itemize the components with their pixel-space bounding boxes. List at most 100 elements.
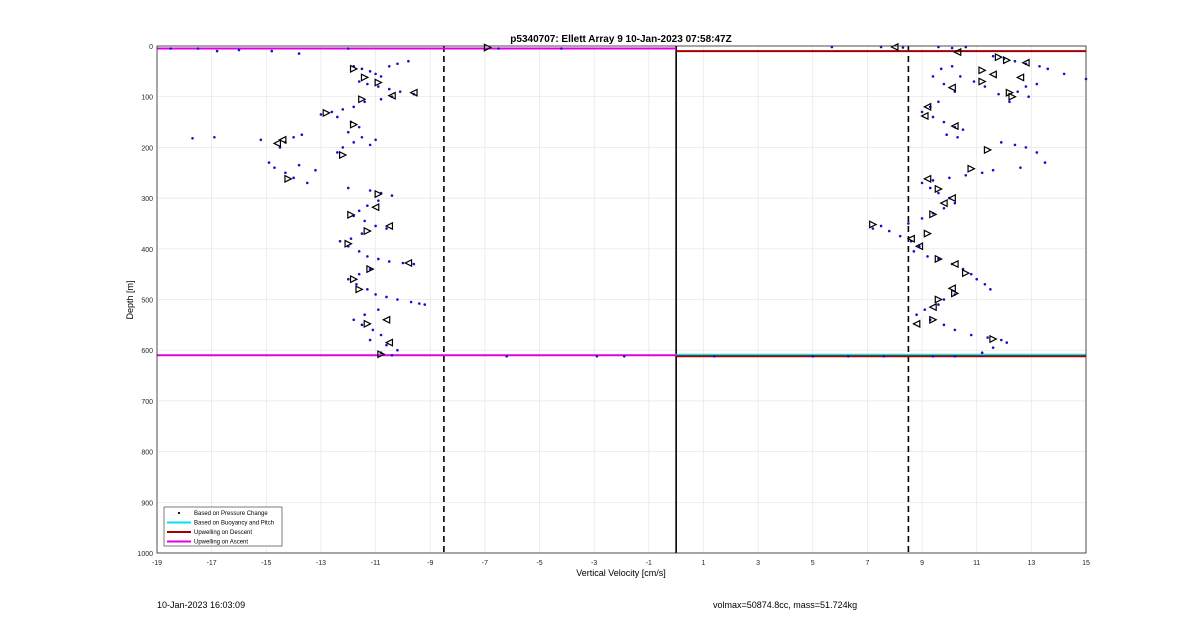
- triangle-marker: [920, 111, 929, 121]
- y-tick-label: 400: [141, 247, 153, 254]
- triangle-marker: [890, 42, 899, 52]
- triangle-marker: [950, 259, 959, 269]
- x-tick-label: -5: [536, 560, 542, 567]
- data-point: [980, 351, 984, 355]
- x-tick-label: 13: [1027, 560, 1035, 567]
- data-point: [330, 110, 334, 114]
- y-tick-label: 600: [141, 348, 153, 355]
- data-point: [196, 47, 200, 50]
- data-point: [336, 151, 339, 154]
- x-tick-label: -19: [152, 560, 162, 567]
- triangle-marker: [869, 220, 878, 229]
- data-point: [352, 318, 356, 322]
- data-point: [292, 135, 295, 139]
- triangle-marker: [483, 43, 493, 52]
- triangle-marker: [322, 108, 331, 118]
- triangle-marker: [339, 150, 348, 160]
- data-point: [390, 194, 394, 197]
- data-point: [915, 313, 918, 317]
- data-point: [1016, 90, 1019, 93]
- data-point: [409, 300, 413, 304]
- grid-lines: [156, 45, 1087, 554]
- data-point: [352, 141, 356, 144]
- x-tick-label: -13: [316, 560, 326, 567]
- data-point: [368, 143, 372, 147]
- triangle-marker: [1002, 56, 1012, 65]
- data-point: [360, 135, 364, 139]
- data-point: [401, 261, 405, 265]
- data-point: [398, 90, 402, 93]
- data-point: [374, 138, 377, 142]
- data-point: [1027, 95, 1030, 98]
- data-point: [986, 336, 989, 339]
- data-point: [991, 346, 995, 349]
- triangle-marker: [922, 174, 932, 184]
- data-point: [169, 47, 172, 50]
- data-point: [928, 186, 932, 190]
- data-point: [560, 47, 563, 50]
- data-point: [346, 47, 350, 50]
- triangle-marker: [349, 275, 359, 284]
- data-point: [959, 75, 962, 78]
- data-point: [595, 354, 599, 358]
- data-point: [366, 255, 369, 258]
- data-point: [942, 323, 946, 327]
- data-point: [292, 176, 295, 180]
- legend-marker: [177, 511, 181, 515]
- triangle-marker: [994, 52, 1004, 62]
- data-point: [377, 308, 380, 311]
- data-point: [396, 348, 399, 352]
- data-point: [387, 87, 391, 91]
- x-tick-label: -15: [261, 560, 271, 567]
- data-point: [1024, 146, 1028, 149]
- data-point: [379, 75, 383, 78]
- triangle-marker: [953, 47, 962, 57]
- x-tick-label: -9: [427, 560, 433, 567]
- data-point: [1062, 72, 1066, 76]
- data-point: [942, 82, 946, 86]
- triangle-marker: [403, 258, 413, 268]
- data-point: [368, 189, 372, 192]
- triangle-marker: [344, 239, 353, 248]
- data-point: [956, 135, 959, 139]
- data-point: [349, 237, 353, 240]
- triangle-markers: [272, 42, 1030, 359]
- data-point: [997, 92, 1000, 96]
- data-point: [953, 201, 957, 205]
- timestamp-footer: 10-Jan-2023 16:03:09: [157, 600, 246, 610]
- vehicle-params-footer: volmax=50874.8cc, mass=51.724kg: [713, 600, 858, 610]
- data-point: [379, 333, 383, 337]
- data-point: [270, 49, 274, 53]
- data-point: [713, 354, 716, 358]
- x-tick-label: 5: [811, 560, 815, 567]
- y-tick-label: 800: [141, 450, 153, 457]
- triangle-marker: [947, 193, 956, 203]
- data-point: [942, 120, 946, 124]
- data-point: [945, 133, 948, 137]
- data-point: [939, 67, 943, 71]
- triangle-marker: [347, 210, 356, 220]
- data-point: [497, 47, 500, 50]
- data-point: [366, 82, 369, 86]
- data-point: [368, 70, 372, 73]
- data-point: [931, 115, 935, 119]
- data-point: [1013, 143, 1017, 147]
- axis-ticks: -19 -17 -15 -13 -11 -9 -7 -5 -3 -1 1 3 5 7 9 11 13 150100…: [137, 44, 1090, 567]
- triangle-marker: [384, 338, 394, 347]
- triangle-marker: [967, 164, 976, 173]
- data-point: [999, 338, 1003, 342]
- triangle-marker: [934, 254, 943, 264]
- data-point: [898, 234, 902, 238]
- data-point: [989, 288, 992, 291]
- triangle-marker: [366, 264, 375, 274]
- triangle-marker: [912, 319, 921, 329]
- data-point: [999, 141, 1003, 144]
- triangle-marker: [923, 229, 933, 238]
- data-point: [341, 146, 345, 149]
- data-point: [377, 257, 380, 261]
- data-point: [346, 186, 350, 190]
- legend: Based on Pressure Change Based on Buoyanc…: [163, 506, 283, 547]
- data-point: [237, 48, 241, 52]
- data-point: [948, 176, 951, 180]
- x-tick-label: -3: [591, 560, 597, 567]
